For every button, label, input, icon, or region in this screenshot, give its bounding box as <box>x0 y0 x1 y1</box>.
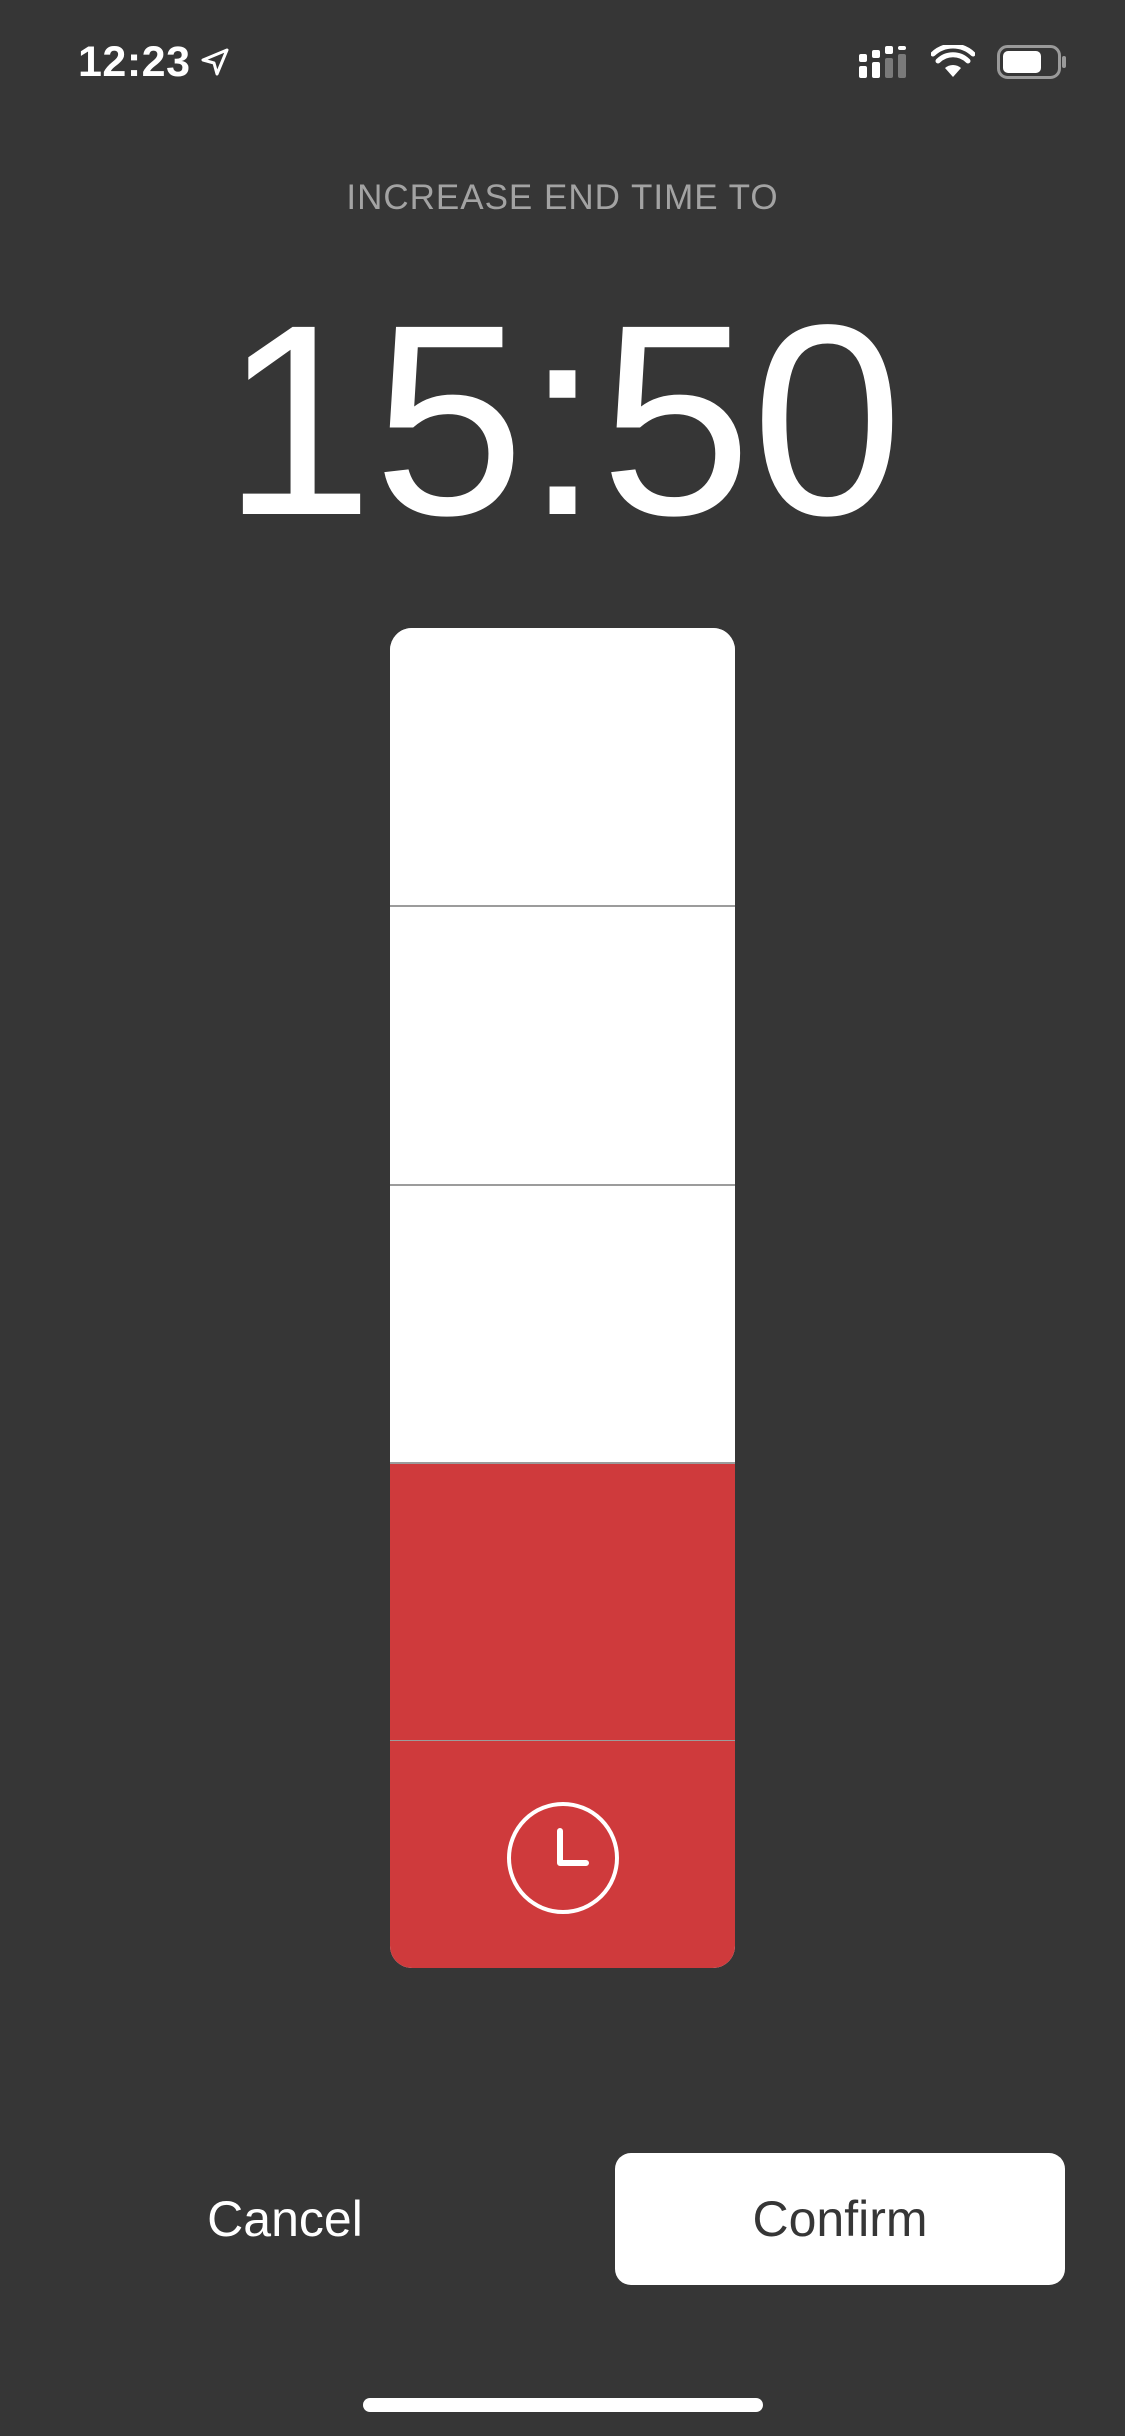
slider-handle[interactable] <box>390 1741 735 1968</box>
battery-icon <box>997 45 1066 79</box>
slider-segment-3[interactable] <box>390 907 735 1186</box>
confirm-button[interactable]: Confirm <box>615 2153 1065 2285</box>
end-time-display: 15:50 <box>222 268 903 572</box>
slider-segment-4[interactable] <box>390 628 735 907</box>
status-time-label: 12:23 <box>78 37 191 86</box>
screen-heading: INCREASE END TIME TO <box>346 178 779 217</box>
time-increase-slider[interactable] <box>390 628 735 1968</box>
wifi-icon <box>931 45 975 77</box>
slider-segment-2[interactable] <box>390 1186 735 1465</box>
slider-segment-1[interactable] <box>390 1464 735 1741</box>
location-arrow-icon <box>201 48 229 76</box>
clock-icon <box>506 1801 619 1914</box>
status-bar-time: 12:23 <box>78 36 230 88</box>
cellular-signal-icon <box>859 46 906 78</box>
slider-divider <box>390 905 735 907</box>
home-indicator[interactable] <box>363 2398 763 2412</box>
status-bar-indicators <box>859 38 1067 86</box>
cancel-button[interactable]: Cancel <box>165 2153 405 2285</box>
slider-divider <box>390 1184 735 1186</box>
slider-divider <box>390 1462 735 1464</box>
